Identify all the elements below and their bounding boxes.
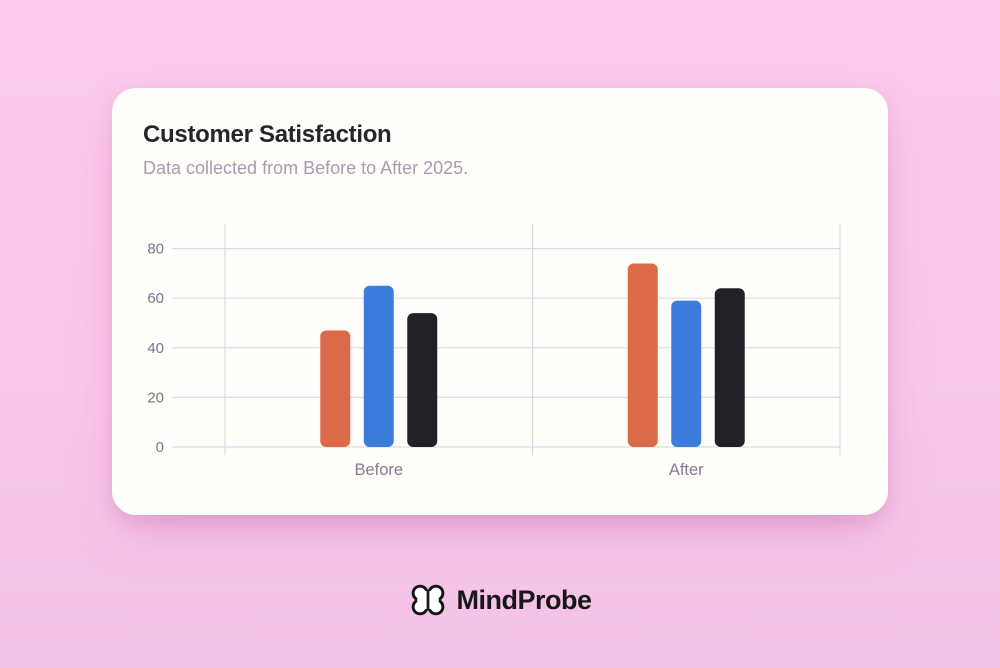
y-tick-label-40: 40 [147, 340, 164, 357]
chart-card: Customer Satisfaction Data collected fro… [112, 88, 888, 515]
brand-footer: MindProbe [0, 583, 1000, 617]
chart-title: Customer Satisfaction [143, 121, 392, 148]
bar-before-series-blue [363, 285, 394, 447]
y-tick-label-0: 0 [156, 439, 164, 456]
y-tick-label-60: 60 [147, 290, 164, 307]
bar-after-series-orange [627, 263, 658, 447]
bar-before-series-orange [320, 330, 351, 447]
bar-after-series-dark [714, 288, 745, 447]
x-category-label-after: After [669, 461, 704, 479]
x-category-label-before: Before [354, 461, 403, 479]
y-tick-label-20: 20 [147, 389, 164, 406]
brain-icon [411, 584, 444, 616]
brand-name: MindProbe [456, 584, 593, 615]
bar-after-series-blue [671, 300, 702, 447]
bar-before-series-dark [407, 313, 438, 447]
chart-subtitle: Data collected from Before to After 2025… [143, 158, 469, 178]
y-tick-label-80: 80 [147, 241, 164, 258]
bar-chart: 0 20 40 60 80 Before After [147, 224, 841, 479]
